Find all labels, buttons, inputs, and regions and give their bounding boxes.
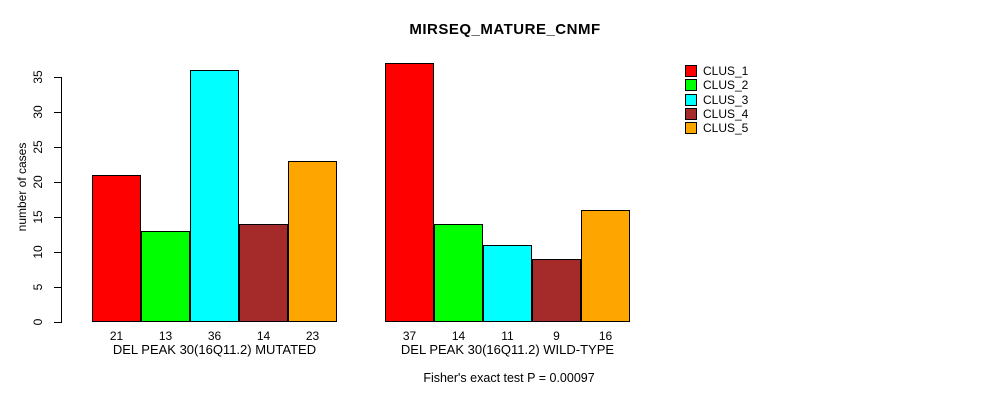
legend-swatch xyxy=(685,108,697,121)
bar-value-label: 14 xyxy=(451,329,466,343)
bar-clus_3 xyxy=(483,245,532,322)
legend-swatch xyxy=(685,122,697,135)
bar-value-label: 23 xyxy=(305,329,320,343)
legend-row: CLUS_2 xyxy=(685,78,748,92)
legend-label: CLUS_3 xyxy=(703,92,749,107)
bar-clus_1 xyxy=(385,63,434,322)
bar-clus_3 xyxy=(190,70,239,322)
legend-label: CLUS_2 xyxy=(703,78,749,93)
group-label: DEL PEAK 30(16Q11.2) MUTATED xyxy=(112,342,317,357)
y-tick-label: 5 xyxy=(31,283,45,291)
group-label: DEL PEAK 30(16Q11.2) WILD-TYPE xyxy=(400,342,615,357)
y-tick xyxy=(54,147,61,148)
bar-clus_2 xyxy=(141,231,190,322)
legend-row: CLUS_5 xyxy=(685,121,748,135)
bar-clus_5 xyxy=(581,210,630,322)
annotation-text: Fisher's exact test P = 0.00097 xyxy=(423,371,595,385)
y-tick-label: 20 xyxy=(31,175,45,189)
y-tick-label: 10 xyxy=(31,245,45,259)
y-tick xyxy=(54,217,61,218)
bar-value-label: 36 xyxy=(207,329,222,343)
bar-clus_4 xyxy=(532,259,581,322)
y-tick xyxy=(54,77,61,78)
y-axis-title: number of cases xyxy=(15,142,29,232)
legend-row: CLUS_4 xyxy=(685,107,748,121)
y-tick-label: 25 xyxy=(31,140,45,154)
bar-value-label: 16 xyxy=(598,329,613,343)
bar-value-label: 21 xyxy=(109,329,124,343)
y-tick xyxy=(54,112,61,113)
bar-value-label: 37 xyxy=(402,329,417,343)
y-axis-line xyxy=(61,77,62,323)
legend-label: CLUS_4 xyxy=(703,107,749,122)
bar-value-label: 11 xyxy=(501,329,514,343)
y-tick xyxy=(54,322,61,323)
legend-label: CLUS_5 xyxy=(703,121,749,136)
legend-label: CLUS_1 xyxy=(703,64,749,79)
y-tick-label: 15 xyxy=(31,210,45,224)
bar-clus_4 xyxy=(239,224,288,322)
legend-swatch xyxy=(685,93,697,106)
bar-clus_1 xyxy=(92,175,141,322)
bar-clus_5 xyxy=(288,161,337,322)
y-tick xyxy=(54,182,61,183)
y-tick-label: 35 xyxy=(31,70,45,84)
y-tick xyxy=(54,287,61,288)
legend-swatch xyxy=(685,79,697,92)
legend-row: CLUS_1 xyxy=(685,64,748,78)
chart-title: MIRSEQ_MATURE_CNMF xyxy=(409,21,601,38)
bar-value-label: 9 xyxy=(553,329,560,343)
legend-swatch xyxy=(685,65,697,78)
legend: CLUS_1 CLUS_2 CLUS_3 CLUS_4 CLUS_5 xyxy=(685,64,748,135)
y-tick-label: 30 xyxy=(31,105,45,119)
y-tick xyxy=(54,252,61,253)
bar-value-label: 13 xyxy=(158,329,173,343)
bar-clus_2 xyxy=(434,224,483,322)
y-tick-label: 0 xyxy=(31,318,45,326)
bar-value-label: 14 xyxy=(256,329,271,343)
legend-row: CLUS_3 xyxy=(685,93,748,107)
